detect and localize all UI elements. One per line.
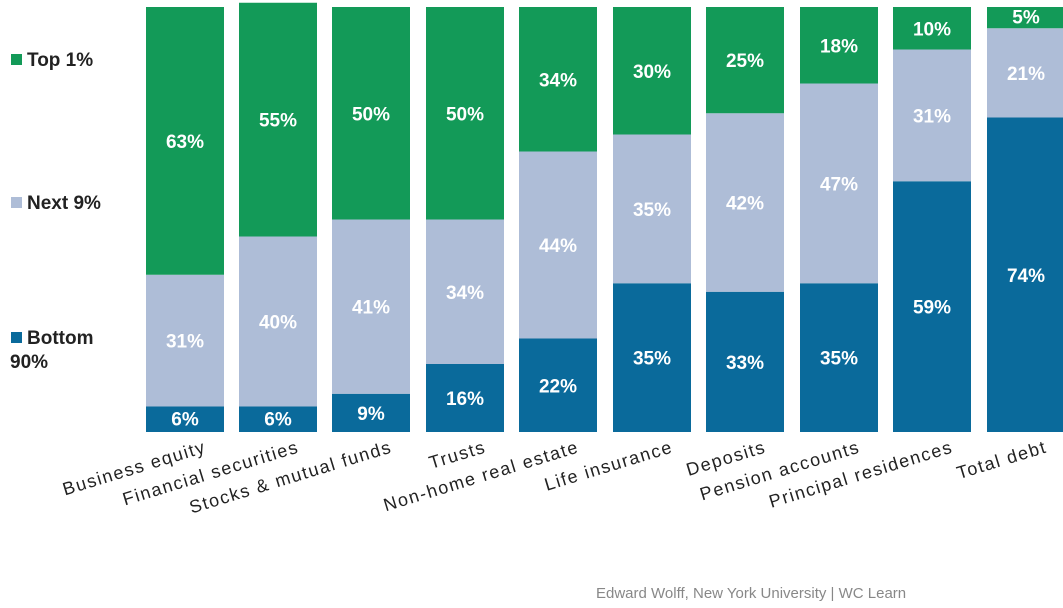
- bar-segment-top-1: [800, 7, 878, 84]
- value-label: 31%: [913, 106, 951, 127]
- legend-label: Next 9%: [27, 193, 101, 214]
- value-label: 10%: [913, 19, 951, 40]
- bar-segment-top-1: [987, 7, 1063, 29]
- bar-segment-next-9: [706, 113, 784, 292]
- bar-segment-bottom-90: [239, 406, 317, 432]
- legend: Top 1% Next 9% Bottom 90%: [10, 50, 101, 373]
- value-label: 50%: [446, 104, 484, 125]
- bar-segment-top-1: [519, 7, 597, 152]
- value-label: 40%: [259, 313, 297, 334]
- bar-segment-bottom-90: [426, 364, 504, 432]
- bar-segment-next-9: [519, 151, 597, 339]
- value-label: 74%: [1007, 266, 1045, 287]
- bar-segment-bottom-90: [893, 181, 971, 432]
- legend-label: 90%: [10, 352, 48, 373]
- bar-segment-bottom-90: [987, 117, 1063, 432]
- bar-segment-bottom-90: [519, 338, 597, 432]
- bar-segment-next-9: [239, 236, 317, 407]
- value-label: 9%: [357, 404, 385, 425]
- bar-segment-bottom-90: [332, 393, 410, 432]
- bar-segment-top-1: [239, 2, 317, 237]
- legend-swatch: [11, 197, 22, 208]
- value-label: 59%: [913, 298, 951, 319]
- value-label: 41%: [352, 298, 390, 319]
- value-label: 31%: [166, 332, 204, 353]
- value-label: 47%: [820, 174, 858, 195]
- value-label: 21%: [1007, 64, 1045, 85]
- value-label: 35%: [633, 349, 671, 370]
- value-label: 63%: [166, 132, 204, 153]
- source-note: Edward Wolff, New York University | WC L…: [596, 585, 906, 602]
- value-label: 6%: [171, 409, 199, 430]
- value-label: 5%: [1012, 8, 1040, 29]
- value-labels: 6% 31% 63% 6% 40% 55% 9% 41% 50% 16% 34% 50% 22% 44% 3…: [166, 8, 1045, 431]
- bar-segment-top-1: [146, 7, 224, 275]
- bar-segment-top-1: [426, 7, 504, 220]
- bar-segment-top-1: [332, 7, 410, 220]
- value-label: 6%: [264, 409, 292, 430]
- value-label: 33%: [726, 353, 764, 374]
- legend-label: Top 1%: [27, 50, 93, 71]
- bar-segment-next-9: [613, 134, 691, 284]
- value-label: 50%: [352, 104, 390, 125]
- value-label: 18%: [820, 36, 858, 57]
- value-label: 42%: [726, 194, 764, 215]
- bar-segment-bottom-90: [706, 291, 784, 432]
- value-label: 16%: [446, 389, 484, 410]
- bar-segment-top-1: [893, 7, 971, 50]
- x-tick-label: Total debt: [954, 437, 1049, 483]
- value-label: 25%: [726, 51, 764, 72]
- value-label: 55%: [259, 111, 297, 132]
- bar-segment-next-9: [146, 274, 224, 407]
- bar-segment-bottom-90: [146, 406, 224, 432]
- legend-label: Bottom: [27, 328, 93, 349]
- value-label: 30%: [633, 62, 671, 83]
- bar-segment-next-9: [332, 219, 410, 394]
- bar-segment-bottom-90: [800, 283, 878, 432]
- bar-segment-top-1: [613, 7, 691, 135]
- value-label: 22%: [539, 376, 577, 397]
- bar-segment-next-9: [800, 83, 878, 284]
- value-label: 34%: [539, 70, 577, 91]
- bar-segment-next-9: [987, 28, 1063, 118]
- legend-swatch: [11, 332, 22, 343]
- bar-segment-bottom-90: [613, 283, 691, 432]
- value-label: 44%: [539, 236, 577, 257]
- bar-segment-next-9: [426, 219, 504, 364]
- legend-swatch: [11, 54, 22, 65]
- value-label: 35%: [820, 349, 858, 370]
- bar-segment-next-9: [893, 49, 971, 182]
- bar-segment-top-1: [706, 7, 784, 114]
- bars: [146, 2, 1063, 432]
- value-label: 34%: [446, 283, 484, 304]
- value-label: 35%: [633, 200, 671, 221]
